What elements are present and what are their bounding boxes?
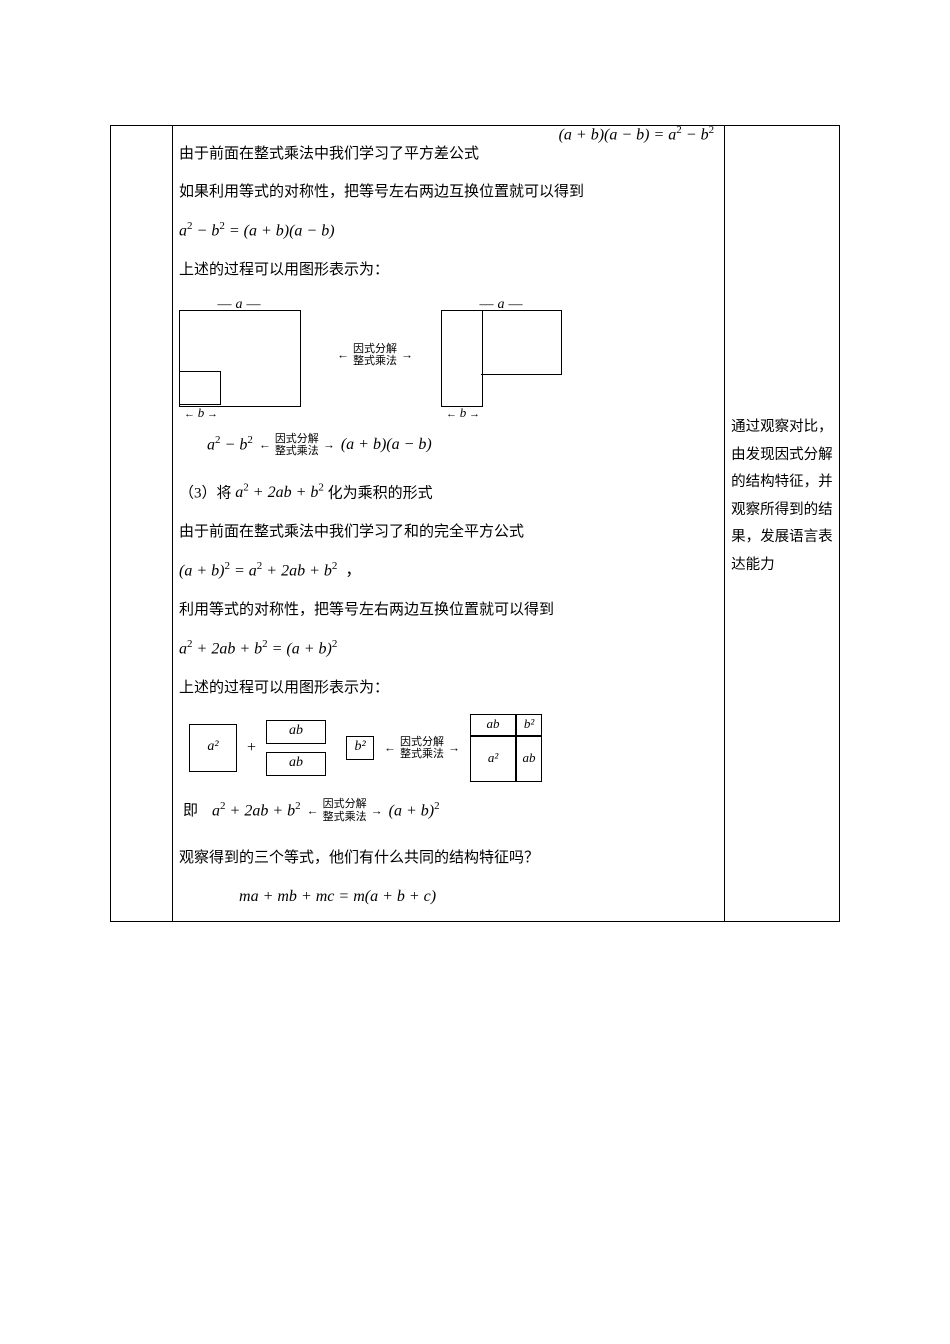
arrow-label-1: 因式分解 整式乘法 (339, 343, 411, 367)
fd-left: a2 − b2 (207, 432, 253, 458)
col-main: 由于前面在整式乘法中我们学习了平方差公式 (a + b)(a − b) = a2… (173, 126, 725, 922)
asm-a2: a² (470, 736, 516, 782)
arrow-top-1: 因式分解 (353, 343, 397, 355)
arrow-bottom-3: 整式乘法 (400, 748, 444, 760)
tile-a2: a² (189, 724, 237, 772)
plus-1: + (243, 735, 260, 761)
formula-diff: a2 − b2 = (a + b)(a − b) (179, 218, 718, 244)
formula-common: ma + mb + mc = m(a + b + c) (179, 884, 718, 910)
tile-ab-stack: ab ab (266, 720, 326, 776)
square-diagram-right: a b (441, 300, 571, 410)
arrow-label-3: 因式分解 整式乘法 (386, 736, 458, 760)
formula-sq1: (a + b)2 = a2 + 2ab + b2 ， (179, 558, 718, 584)
line-4: 由于前面在整式乘法中我们学习了和的完全平方公式 (179, 520, 718, 544)
arrow-bottom-1: 整式乘法 (353, 355, 397, 367)
tiles-assembled: ab b² a² ab (470, 714, 542, 782)
formula-sq-arrows: 即 a2 + 2ab + b2 因式分解 整式乘法 (a + b)2 (179, 798, 718, 824)
tile-b2: b² (346, 736, 374, 760)
tile-ab-2: ab (266, 752, 326, 776)
arrow-label-2: 因式分解 整式乘法 (261, 433, 333, 457)
arrow-top-2: 因式分解 (275, 433, 319, 445)
fs-right: (a + b)2 (389, 798, 440, 824)
line-6: 上述的过程可以用图形表示为： (179, 676, 718, 700)
arrow-top-3: 因式分解 (400, 736, 444, 748)
line-item3: （3）将 a2 + 2ab + b2 化为乘积的形式 (179, 480, 718, 506)
tile-ab-1: ab (266, 720, 326, 744)
line-7: 观察得到的三个等式，他们有什么共同的结构特征吗？ (179, 846, 718, 870)
fs-left: a2 + 2ab + b2 (212, 798, 301, 824)
split-left (441, 310, 483, 407)
square-diagram-left: a b (179, 300, 309, 410)
item3-post: 化为乘积的形式 (324, 485, 433, 501)
asm-ab-side: ab (516, 736, 542, 782)
split-right (481, 310, 562, 375)
sidebar-text: 通过观察对比，由发现因式分解的结构特征，并观察所得到的结果，发展语言表达能力 (731, 134, 833, 579)
dim-b-1: b (179, 403, 223, 424)
col-side: 通过观察对比，由发现因式分解的结构特征，并观察所得到的结果，发展语言表达能力 (725, 126, 840, 922)
line-1: 由于前面在整式乘法中我们学习了平方差公式 (a + b)(a − b) = a2… (179, 142, 718, 166)
ji-label: 即 (183, 799, 198, 823)
formula-diff-arrows: a2 − b2 因式分解 整式乘法 (a + b)(a − b) (179, 432, 718, 458)
line-5: 利用等式的对称性，把等号左右两边互换位置就可以得到 (179, 598, 718, 622)
arrow-label-4: 因式分解 整式乘法 (309, 798, 381, 822)
item3-formula: a2 + 2ab + b2 (235, 484, 324, 501)
diagram-squares: a b 因式分解 整式乘法 a b (179, 300, 718, 410)
page: 由于前面在整式乘法中我们学习了平方差公式 (a + b)(a − b) = a2… (0, 0, 950, 1344)
dim-b-2: b (441, 403, 485, 424)
arrow-bottom-4: 整式乘法 (323, 811, 367, 823)
tiles-diagram: a² + ab ab b² 因式分解 整式乘法 ab b² a² ab (179, 714, 718, 782)
line-2: 如果利用等式的对称性，把等号左右两边互换位置就可以得到 (179, 180, 718, 204)
formula-inline-1: (a + b)(a − b) = a2 − b2 (559, 122, 715, 148)
fd-right: (a + b)(a − b) (341, 432, 432, 458)
small-square-1 (179, 371, 221, 405)
line-3: 上述的过程可以用图形表示为： (179, 258, 718, 282)
asm-ab-top: ab (470, 714, 516, 736)
line1-text: 由于前面在整式乘法中我们学习了平方差公式 (179, 146, 479, 162)
arrow-bottom-2: 整式乘法 (275, 445, 319, 457)
asm-b2: b² (516, 714, 542, 736)
col-left (111, 126, 173, 922)
item3-pre: （3）将 (179, 485, 235, 501)
formula-sq2: a2 + 2ab + b2 = (a + b)2 (179, 636, 718, 662)
arrow-top-4: 因式分解 (323, 798, 367, 810)
comma: ， (345, 562, 361, 579)
content-table: 由于前面在整式乘法中我们学习了平方差公式 (a + b)(a − b) = a2… (110, 125, 840, 922)
